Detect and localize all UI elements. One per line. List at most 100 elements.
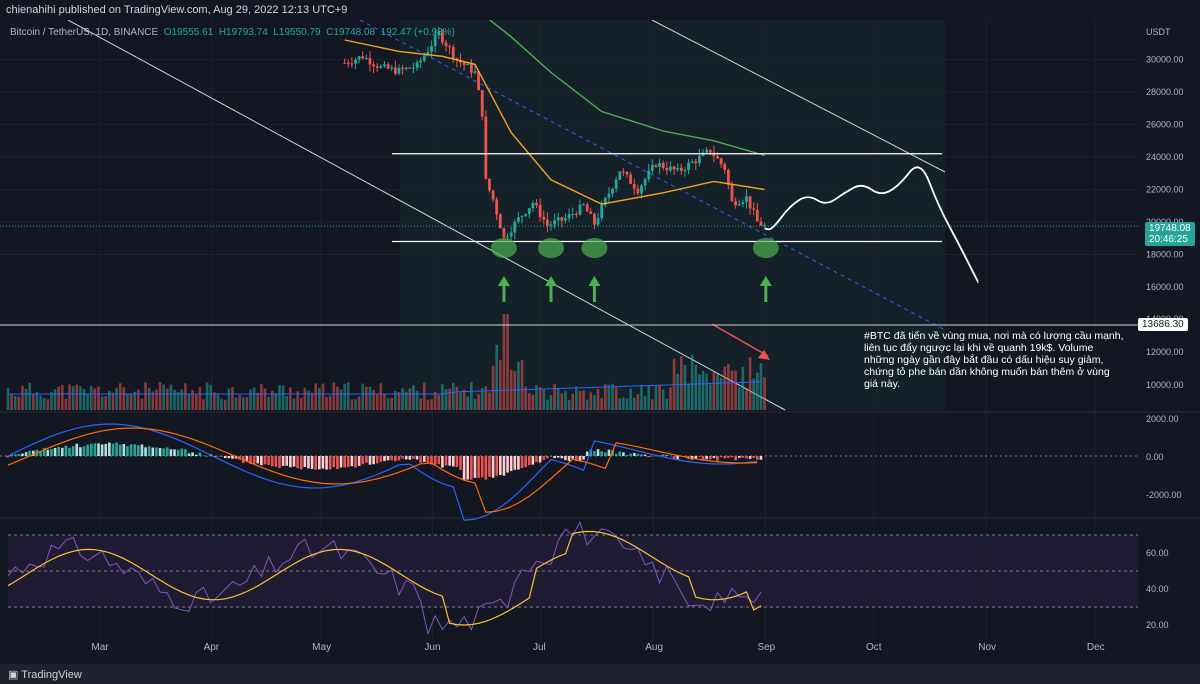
candle-body — [582, 204, 585, 206]
support-circle-0 — [490, 238, 517, 258]
tradingview-logo[interactable]: ▣ TradingView — [8, 669, 82, 681]
support-arrow-head-0 — [497, 276, 510, 286]
macd-histogram-bar — [455, 456, 459, 467]
volume-bar — [343, 383, 346, 410]
volume-bar — [549, 395, 553, 410]
macd-histogram-bar — [470, 456, 473, 480]
volume-bar — [556, 388, 560, 410]
time-tick-2: May — [312, 642, 331, 653]
volume-bar — [654, 386, 658, 410]
volume-bar — [687, 383, 690, 410]
volume-bar — [585, 399, 589, 410]
candle-body — [484, 116, 488, 179]
macd-histogram-bar — [745, 456, 748, 459]
candle-body — [622, 171, 625, 173]
volume-bar — [365, 386, 368, 410]
macd-histogram-bar — [249, 456, 252, 464]
candle-body — [375, 66, 379, 68]
macd-histogram-bar — [441, 456, 444, 468]
candle-body — [600, 204, 604, 219]
time-axis[interactable]: Mar Apr May Jun Jul Aug Sep Oct Nov Dec — [91, 642, 1104, 653]
candle-body — [451, 47, 455, 59]
macd-histogram-bar — [614, 454, 618, 456]
volume-bar — [75, 384, 79, 410]
price-tick-4: 26000.00 — [1146, 120, 1184, 130]
symbol-legend: Bitcoin / TetherUS, 1D, BINANCE O19555.6… — [10, 27, 455, 38]
volume-bar — [705, 373, 708, 410]
macd-histogram-bar — [625, 454, 629, 456]
candle-body — [571, 214, 575, 216]
macd-histogram-bar — [640, 454, 643, 456]
ohlc-high: H19793.74 — [218, 27, 268, 38]
candle-body — [661, 163, 665, 169]
candle-body — [426, 51, 430, 56]
macd-histogram-bar — [676, 456, 679, 460]
volume-bar — [727, 363, 730, 410]
candle-body — [658, 163, 661, 167]
macd-histogram-bar — [68, 447, 71, 456]
candle-body — [462, 62, 466, 65]
macd-histogram-bar — [752, 456, 756, 458]
ma-slow-line — [488, 20, 765, 157]
volume-bar — [737, 386, 741, 410]
macd-histogram-bar — [137, 445, 140, 456]
volume-bar — [408, 388, 412, 410]
volume-bar — [223, 399, 227, 410]
support-circle-2 — [581, 238, 608, 258]
volume-bar — [147, 387, 151, 410]
macd-histogram-bar — [332, 456, 336, 468]
volume-bar — [104, 396, 108, 410]
macd-histogram-bar — [86, 444, 89, 456]
macd-histogram-bar — [723, 456, 727, 459]
macd-histogram-bar — [223, 456, 227, 459]
macd-histogram-bar — [390, 456, 394, 461]
volume-bar — [462, 389, 466, 410]
volume-bar — [719, 377, 723, 410]
volume-bar — [535, 385, 538, 410]
volume-bar — [589, 392, 593, 410]
macd-histogram-bar — [357, 456, 361, 466]
published-caption: chienahihi published on TradingView.com,… — [6, 4, 348, 16]
macd-histogram-bar — [140, 444, 144, 456]
macd-histogram-bar — [672, 456, 676, 460]
channel-upper-line — [651, 20, 946, 173]
volume-bars — [6, 314, 770, 410]
macd-tick-0: 2000.00 — [1146, 414, 1179, 424]
macd-histogram-bar — [339, 456, 343, 468]
macd-histogram-bar — [310, 456, 314, 469]
macd-histogram-bar — [64, 445, 68, 456]
macd-histogram-bar — [737, 456, 741, 458]
candle-body — [643, 179, 647, 186]
candle-body — [763, 225, 766, 227]
macd-histogram-bar — [756, 456, 759, 460]
candle-body — [354, 59, 357, 64]
macd-histogram-bar — [386, 456, 390, 461]
volume-bar — [748, 357, 752, 410]
macd-tick-1: 0.00 — [1146, 452, 1164, 462]
candle-body — [567, 214, 571, 219]
volume-bar — [191, 390, 194, 410]
candle-body — [455, 58, 459, 60]
macd-histogram-bar — [368, 456, 372, 465]
volume-bar — [473, 399, 477, 410]
volume-bar — [21, 385, 24, 410]
macd-histogram-bar — [252, 456, 256, 464]
macd-histogram-bar — [184, 449, 187, 456]
candle-body — [545, 219, 549, 226]
volume-bar — [50, 392, 53, 410]
candle-body — [491, 190, 495, 200]
volume-bar — [267, 396, 270, 410]
volume-bar — [712, 372, 716, 410]
volume-bar — [155, 389, 158, 410]
rsi-line — [7, 521, 762, 636]
macd-histogram-bar — [517, 456, 520, 470]
candle-body — [679, 167, 683, 171]
volume-bar — [209, 384, 213, 410]
volume-bar — [437, 395, 441, 410]
candle-body — [726, 169, 730, 185]
macd-histogram-bar — [191, 452, 194, 456]
volume-bar — [419, 398, 422, 410]
volume-bar — [426, 399, 430, 410]
macd-histogram-bar — [61, 447, 64, 456]
